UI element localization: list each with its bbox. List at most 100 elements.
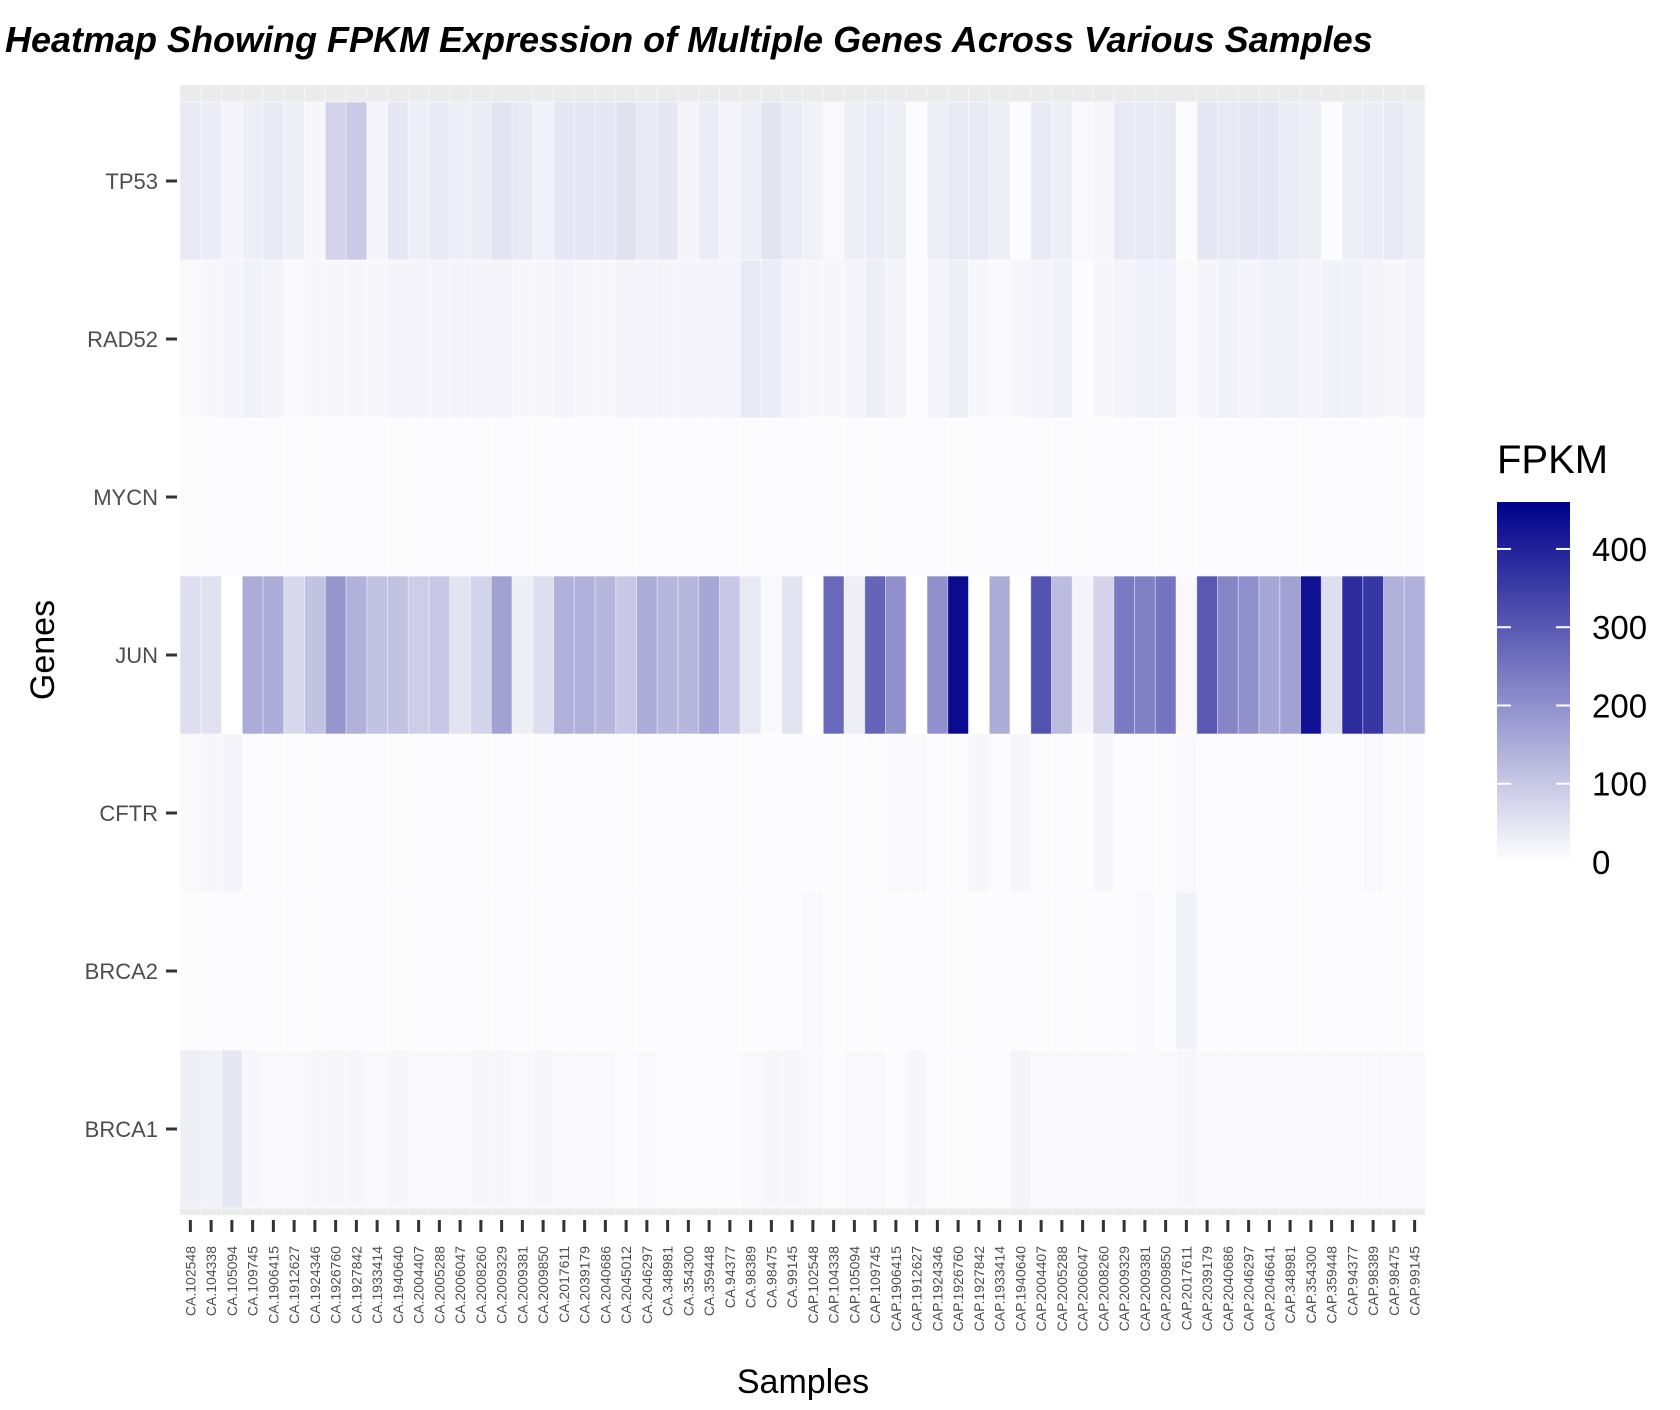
heatmap-cell: [1196, 260, 1218, 418]
y-tick-label: MYCN: [93, 485, 158, 510]
heatmap-cell: [1217, 892, 1239, 1050]
heatmap-cell: [968, 418, 990, 576]
heatmap-cell: [864, 892, 886, 1050]
heatmap-cell: [615, 102, 637, 260]
heatmap-cell: [1010, 892, 1032, 1050]
heatmap-cell: [1259, 576, 1281, 734]
heatmap-cell: [242, 260, 264, 418]
legend-tick-label: 0: [1592, 844, 1610, 881]
heatmap-cell: [1342, 734, 1364, 892]
heatmap-cell: [180, 102, 202, 260]
heatmap-cell: [283, 418, 305, 576]
heatmap-cell: [449, 892, 471, 1050]
heatmap-cell: [387, 418, 409, 576]
heatmap-cell: [595, 102, 617, 260]
heatmap-cell: [968, 1050, 990, 1208]
heatmap-cell: [615, 1050, 637, 1208]
heatmap-cell: [1238, 102, 1260, 260]
heatmap-cell: [698, 102, 720, 260]
heatmap-cell: [221, 734, 243, 892]
heatmap-cell: [864, 576, 886, 734]
heatmap-cell: [927, 102, 949, 260]
x-tick-label: CA.99145: [784, 1246, 800, 1308]
heatmap-cell: [885, 576, 907, 734]
heatmap-cell: [1238, 892, 1260, 1050]
heatmap-cell: [1030, 734, 1052, 892]
heatmap-cell: [1300, 892, 1322, 1050]
x-tick-label: CA.2009381: [514, 1246, 530, 1324]
heatmap-cell: [242, 1050, 264, 1208]
heatmap-cell: [263, 892, 285, 1050]
heatmap-cell: [740, 892, 762, 1050]
heatmap-cell: [595, 576, 617, 734]
heatmap-cell: [449, 1050, 471, 1208]
heatmap-cell: [470, 102, 492, 260]
heatmap-cell: [885, 102, 907, 260]
heatmap-cell: [595, 418, 617, 576]
heatmap-cell: [823, 576, 845, 734]
heatmap-cell: [1010, 734, 1032, 892]
heatmap-cell: [1259, 260, 1281, 418]
heatmap-cell: [906, 734, 928, 892]
heatmap-cell: [1155, 892, 1177, 1050]
heatmap-cell: [864, 418, 886, 576]
heatmap-cell: [470, 892, 492, 1050]
heatmap-cell: [408, 734, 430, 892]
heatmap-cell: [1155, 1050, 1177, 1208]
x-tick-label: CAP.1924346: [929, 1246, 945, 1332]
heatmap-cell: [1176, 102, 1198, 260]
heatmap-cell: [325, 102, 347, 260]
heatmap-cell: [1238, 260, 1260, 418]
heatmap-cell: [781, 260, 803, 418]
heatmap-cell: [200, 892, 222, 1050]
heatmap-cell: [1113, 1050, 1135, 1208]
heatmap-cell: [283, 1050, 305, 1208]
heatmap-cell: [553, 102, 575, 260]
heatmap-cell: [844, 734, 866, 892]
heatmap-cell: [719, 576, 741, 734]
heatmap-cell: [615, 892, 637, 1050]
heatmap-cell: [304, 260, 326, 418]
heatmap-cell: [512, 1050, 534, 1208]
x-tick-label: CA.1906415: [265, 1246, 281, 1324]
heatmap-cell: [283, 734, 305, 892]
heatmap-cell: [408, 418, 430, 576]
heatmap-cell: [200, 418, 222, 576]
heatmap-cell: [1155, 734, 1177, 892]
y-tick-label: BRCA2: [85, 959, 158, 984]
heatmap-cell: [1155, 260, 1177, 418]
heatmap-cell: [1383, 260, 1405, 418]
x-tick-label: CAP.1933414: [992, 1246, 1008, 1332]
heatmap-cell: [698, 418, 720, 576]
heatmap-cell: [657, 1050, 679, 1208]
x-axis: CA.102548 CA.104338 CA.105094 CA.109745 CA.1…: [182, 1220, 1423, 1332]
heatmap-cell: [1321, 576, 1343, 734]
heatmap-cell: [906, 102, 928, 260]
heatmap-cell: [1362, 260, 1384, 418]
heatmap-cell: [263, 576, 285, 734]
heatmap-cell: [263, 734, 285, 892]
heatmap-cell: [283, 892, 305, 1050]
heatmap-cell: [947, 102, 969, 260]
heatmap-cell: [678, 418, 700, 576]
heatmap-cell: [180, 260, 202, 418]
heatmap-cell: [553, 734, 575, 892]
x-tick-label: CAP.1906415: [888, 1246, 904, 1332]
heatmap-cell: [1030, 260, 1052, 418]
heatmap-cell: [1113, 734, 1135, 892]
heatmap-cell: [781, 418, 803, 576]
heatmap-cell: [1300, 734, 1322, 892]
x-tick-label: CA.98475: [763, 1246, 779, 1308]
heatmap-cell: [781, 1050, 803, 1208]
heatmap-cell: [1134, 102, 1156, 260]
heatmap-cell: [636, 892, 658, 1050]
heatmap-cell: [1093, 1050, 1115, 1208]
heatmap-cell: [1300, 102, 1322, 260]
heatmap-cells: [179, 85, 1426, 1215]
heatmap-cell: [180, 734, 202, 892]
x-tick-label: CA.2040686: [597, 1246, 613, 1324]
x-tick-label: CA.2004407: [411, 1246, 427, 1324]
heatmap-cell: [968, 892, 990, 1050]
heatmap-cell: [366, 734, 388, 892]
heatmap-cell: [1321, 892, 1343, 1050]
